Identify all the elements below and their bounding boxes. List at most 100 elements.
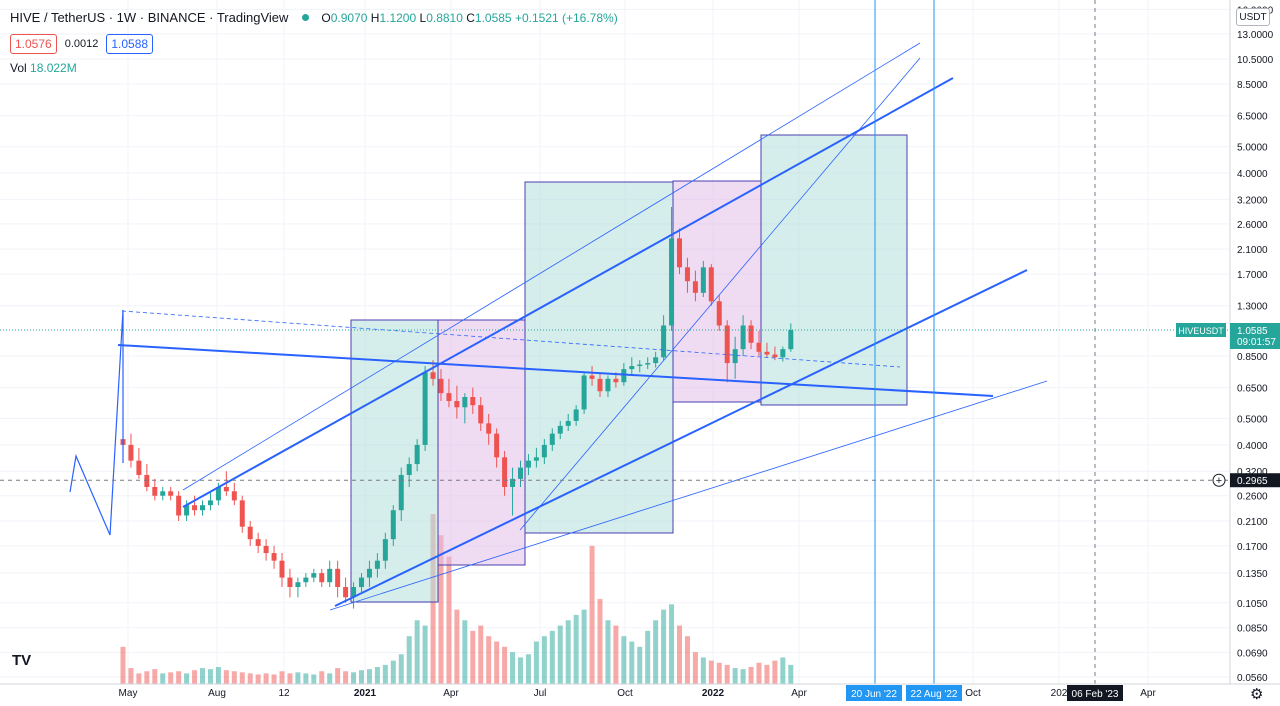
volume-bar [692,652,698,684]
volume-bar [565,620,571,684]
volume-bar [295,672,301,684]
candle-body [653,357,659,364]
volume-bar [637,646,643,684]
candle-body [692,281,698,293]
plus-icon [1212,473,1226,487]
open-value: 0.9070 [330,10,368,25]
symbol-title[interactable]: HIVE / TetherUS · 1W · BINANCE · Trading… [10,10,289,25]
candle-body [589,375,595,379]
volume-bar [207,669,213,684]
candle-body [144,474,150,487]
candle-body [207,500,213,506]
price-tick-label: 0.0690 [1237,648,1268,659]
volume-bar [247,673,253,684]
volume-bar [486,636,492,684]
settings-gear-icon[interactable]: ⚙ [1250,686,1264,703]
volume-bar [215,667,221,684]
volume-bar [478,625,484,684]
price-tick-label: 1.7000 [1237,270,1268,281]
change-value: +0.1521 (+16.78%) [514,10,618,25]
volume-bar [621,636,627,684]
price-tick-label: 2.1000 [1237,245,1268,256]
candle-body [398,474,404,511]
candle-body [263,545,269,554]
volume-bar [390,660,396,684]
last-price-tag [1230,323,1280,349]
candle-body [661,325,667,358]
projection-box [524,181,674,534]
volume-bar [382,664,388,684]
sell-price-button[interactable]: 1.0576 [10,34,57,54]
volume-bar [597,599,603,684]
volume-bar [231,671,237,684]
symbol-header: HIVE / TetherUS · 1W · BINANCE · Trading… [10,10,618,25]
volume-bar [446,556,452,684]
volume-bar [303,673,309,684]
channel-lower-line [334,269,1028,607]
time-tick-label: Apr [1140,688,1156,699]
time-tick-label: May [119,688,138,699]
candle-body [772,354,778,358]
volume-bar [200,668,205,684]
candle-body [780,349,786,358]
candle-body [287,577,293,588]
volume-bar [438,535,444,684]
volume-bar [319,671,325,684]
candle-body [168,491,174,496]
candle-body [716,301,722,326]
time-tick-label: Apr [791,688,807,699]
volume-bar [366,669,372,684]
candle-body [327,568,333,583]
volume-bar [613,625,619,684]
price-tick-label: 0.2100 [1237,517,1268,528]
volume-bar [629,641,635,684]
candle-body [502,457,508,487]
candle-body [247,526,253,540]
volume-bar [152,669,158,684]
volume-legend: Vol 18.022M [10,61,77,75]
date-label: 20 Jun '22 [851,689,897,700]
tradingview-logo-icon[interactable]: TV [12,652,32,669]
candle-body [732,349,738,364]
candle-body [152,486,158,496]
ohlc-values: O0.9070 H1.1200 L0.8810 C1.0585 +0.1521 … [321,10,618,25]
price-tick-label: 0.8500 [1237,352,1268,363]
high-value: 1.1200 [379,10,417,25]
price-tick-label: 0.0850 [1237,624,1268,635]
close-value: 1.0585 [474,10,512,25]
candle-body [231,491,237,501]
currency-selector[interactable]: USDT [1236,8,1270,26]
candle-body [510,478,516,487]
candle-body [462,397,468,408]
price-tick-label: 0.1700 [1237,542,1268,553]
crosshair-price-tag [1230,473,1280,488]
price-tick-label: 0.1350 [1237,569,1268,580]
projection-box [672,180,762,403]
candle-body [200,505,205,511]
price-tick-label: 0.6500 [1237,384,1268,395]
volume-bar [311,674,317,684]
price-tick-label: 13.0000 [1237,30,1274,41]
volume-bar [549,630,555,684]
candle-body [446,393,452,402]
time-axis[interactable]: May Aug 12 2021 Apr Jul Oct 2022 Apr Oct 202 Apr 20 … [0,683,1280,701]
price-tick-label: 8.5000 [1237,80,1268,91]
candle-body [486,423,492,434]
volume-bar [239,672,245,684]
volume-bar [422,625,428,684]
candle-body [319,573,325,583]
candle-body [613,378,619,383]
price-axis[interactable]: 16.000013.000010.50008.50006.50005.00004… [1176,0,1280,706]
volume-bar [581,609,587,684]
volume-bar [748,667,754,684]
time-tick-label: 2021 [354,688,377,699]
volume-bar [557,625,563,684]
price-tick-label: 6.5000 [1237,112,1268,123]
candle-body [700,267,706,293]
volume-bar [533,641,539,684]
candle-body [438,378,444,394]
buy-price-button[interactable]: 1.0588 [106,34,154,54]
volume-bar [271,674,277,684]
volume-bar [589,545,595,684]
